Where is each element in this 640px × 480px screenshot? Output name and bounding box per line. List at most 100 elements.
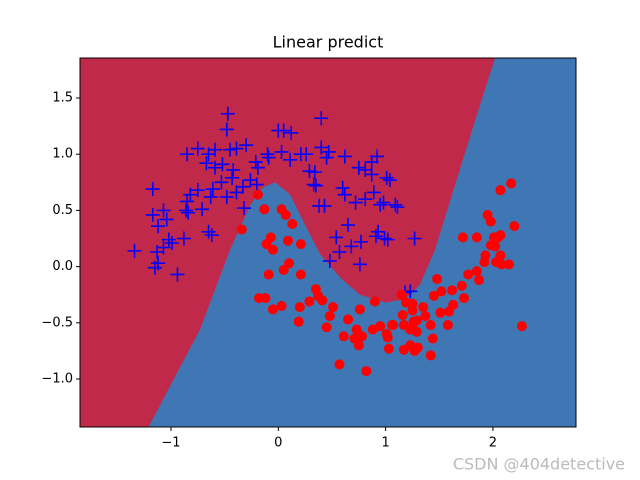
plus-point <box>322 253 337 268</box>
circle-point <box>436 286 447 297</box>
plus-point <box>379 170 394 185</box>
plus-point <box>249 177 264 192</box>
x-tick-label: 0 <box>274 436 282 451</box>
plus-point <box>179 203 194 218</box>
plus-point <box>229 141 244 156</box>
plus-point <box>145 182 160 197</box>
plus-point <box>299 147 314 162</box>
x-tick-label: 1 <box>381 436 389 451</box>
plus-point <box>180 194 195 209</box>
plus-point <box>373 197 388 212</box>
circle-point <box>496 259 507 270</box>
plus-point <box>341 218 356 233</box>
circle-point <box>427 333 438 344</box>
circle-point <box>506 178 517 189</box>
plus-point <box>307 165 322 180</box>
plus-point <box>180 147 195 162</box>
circle-point <box>282 235 293 246</box>
circle-point <box>293 316 304 327</box>
plus-point <box>190 183 205 198</box>
plus-point <box>274 144 289 159</box>
circle-point <box>381 329 392 340</box>
circle-point <box>480 250 491 261</box>
plus-point <box>170 267 185 282</box>
circle-point <box>236 224 247 235</box>
circle-point <box>398 344 409 355</box>
plus-point <box>151 219 166 234</box>
circle-point <box>490 241 501 252</box>
circle-point <box>418 302 429 313</box>
plus-point <box>271 123 286 138</box>
circle-point <box>263 269 274 280</box>
plus-point <box>368 229 383 244</box>
plus-point <box>377 231 392 246</box>
circle-point <box>504 259 515 270</box>
plus-point <box>201 224 216 239</box>
plus-point <box>283 152 298 167</box>
plus-point <box>215 157 230 172</box>
plus-point <box>284 125 299 140</box>
plus-point <box>176 231 191 246</box>
plus-point <box>250 160 265 175</box>
y-tick-label: 1.0 <box>52 147 73 162</box>
circle-point <box>267 244 278 255</box>
circle-point <box>357 331 368 342</box>
circle-point <box>447 285 458 296</box>
circle-point <box>334 359 345 370</box>
circle-point <box>485 216 496 227</box>
circle-point <box>276 300 287 311</box>
plus-point <box>314 111 329 126</box>
y-tick-label: 0.0 <box>52 259 73 274</box>
plus-point <box>159 212 174 227</box>
plus-point <box>407 231 422 246</box>
plus-point <box>183 187 198 202</box>
circle-point <box>443 306 454 317</box>
circle-point <box>267 304 278 315</box>
plus-point <box>348 195 363 210</box>
plus-point <box>321 144 336 159</box>
circle-point <box>284 258 295 269</box>
circle-point <box>495 185 506 196</box>
plus-point <box>199 156 214 171</box>
plus-point <box>127 243 142 258</box>
circle-point <box>425 350 436 361</box>
circle-point <box>473 275 484 286</box>
y-tick-label: −1.0 <box>41 372 73 387</box>
circle-point <box>278 264 289 275</box>
plus-point <box>358 162 373 177</box>
circle-point <box>259 204 270 215</box>
plus-point <box>337 149 352 164</box>
plus-point <box>308 178 323 193</box>
circle-point <box>516 321 527 332</box>
plus-point <box>208 142 222 157</box>
plus-point <box>248 155 263 170</box>
plus-point <box>145 207 160 222</box>
circle-point <box>442 320 453 331</box>
y-tick-label: 0.5 <box>52 203 73 218</box>
plot-area <box>80 58 576 427</box>
y-tick-label: 1.5 <box>52 91 73 106</box>
circle-point <box>338 331 349 342</box>
plus-point <box>380 232 395 247</box>
circle-point <box>317 295 328 306</box>
circle-point <box>458 293 469 304</box>
plus-point <box>156 203 171 218</box>
plus-point <box>195 202 210 217</box>
circle-point <box>324 311 335 322</box>
circle-point <box>463 269 474 280</box>
circle-point <box>261 239 272 250</box>
circle-point <box>428 290 439 301</box>
plus-point <box>314 140 329 155</box>
plus-point <box>329 230 344 245</box>
plus-point <box>161 232 176 247</box>
plus-point <box>261 150 276 165</box>
chart-title: Linear predict <box>273 33 384 52</box>
plus-point <box>344 239 359 254</box>
circle-point <box>361 366 372 377</box>
plus-point <box>223 142 238 157</box>
circle-point <box>295 269 306 280</box>
circle-point <box>369 296 380 307</box>
circle-point <box>420 311 431 322</box>
